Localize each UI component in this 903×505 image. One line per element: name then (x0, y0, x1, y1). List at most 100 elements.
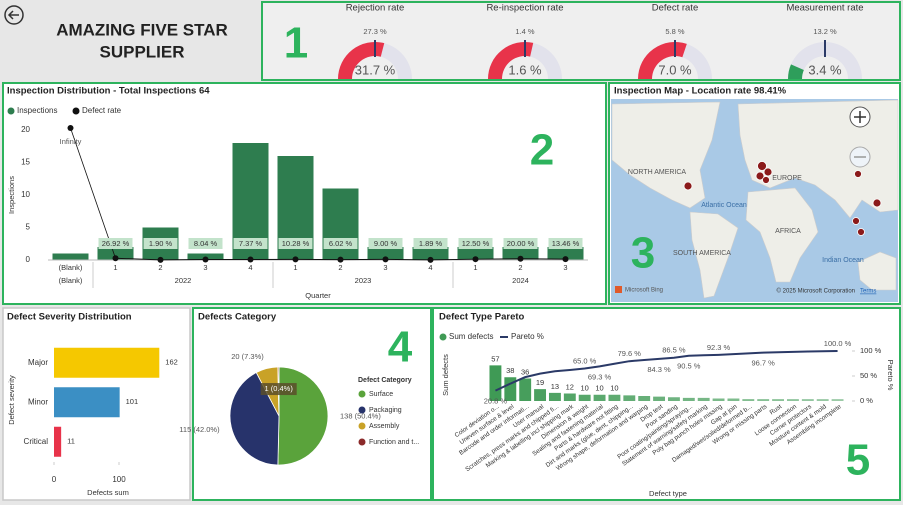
back-arrow (7, 10, 19, 20)
data-label-bg (323, 238, 358, 249)
gauge-fill (788, 64, 804, 79)
data-label: 1.90 % (149, 239, 173, 248)
x-axis-label: Quarter (305, 291, 331, 300)
gauge-fill (488, 42, 534, 79)
land (689, 211, 739, 299)
map-points (683, 161, 882, 236)
data-label: 96.7 % (752, 359, 776, 368)
bar (697, 397, 710, 401)
x-tick-label: 1 (293, 263, 297, 272)
data-label: 10 (581, 384, 589, 393)
data-label-bg (98, 238, 133, 249)
data-label: 20.00 % (507, 239, 535, 248)
section-number: 5 (846, 436, 870, 485)
legend-marker (358, 406, 366, 414)
back-button[interactable] (4, 5, 24, 25)
chart-title: Defect Type Pareto (439, 312, 525, 323)
x-tick-label: 2 (338, 263, 342, 272)
data-label: 1.89 % (419, 239, 443, 248)
map-point[interactable] (762, 176, 770, 184)
data-label: 9.00 % (374, 239, 398, 248)
map-point[interactable] (872, 198, 882, 208)
line-point (67, 125, 74, 131)
data-label: 57 (491, 354, 499, 363)
line-point (202, 256, 209, 263)
map-label: NORTH AMERICA (628, 169, 687, 176)
map-point[interactable] (757, 161, 767, 171)
legend-label: Pareto % (511, 332, 544, 341)
x-tick-label: 2 (518, 263, 522, 272)
map-label: AFRICA (775, 228, 801, 235)
legend-label: Sum defects (449, 332, 493, 341)
legend-label: Function and t... (369, 439, 419, 446)
data-label-bg (548, 238, 583, 249)
data-label: 84.3 % (647, 365, 671, 374)
map-terms[interactable]: Terms (860, 289, 876, 295)
bar (322, 188, 359, 260)
header-title: AMAZING FIVE STAR (56, 20, 228, 39)
section-number: 4 (388, 323, 413, 372)
bar (623, 395, 636, 401)
map-point[interactable] (763, 167, 773, 177)
bar (54, 387, 120, 418)
data-label: 101 (126, 397, 139, 406)
legend-label: Assembly (369, 423, 400, 430)
data-label-bg (503, 238, 538, 249)
x-tick-label: 3 (203, 263, 207, 272)
land (857, 251, 897, 291)
x-group-label: 2022 (175, 276, 192, 285)
bar (457, 247, 494, 260)
line-point (292, 256, 299, 263)
data-label-bg (368, 238, 403, 249)
gauge-target-label: 13.2 % (813, 27, 837, 36)
bar (519, 378, 532, 401)
line-point (472, 256, 479, 263)
data-label: 138 (50.4%) (340, 412, 381, 421)
data-label-bg (458, 238, 493, 249)
gauge-value: 3.4 % (808, 62, 842, 77)
map-point[interactable] (683, 181, 693, 191)
data-label: 10 (595, 384, 603, 393)
bar (682, 397, 695, 401)
gauge-title: Re-inspection rate (486, 3, 563, 14)
y-tick-label: 5 (26, 223, 31, 232)
y-tick-label: Major (28, 358, 48, 367)
pie-slice (277, 366, 280, 417)
data-label: 115 (42.0%) (179, 425, 220, 434)
section-number: 1 (284, 19, 308, 68)
data-label: 86.5 % (662, 346, 686, 355)
legend-marker (358, 390, 366, 398)
y-axis-label: Defect severity (7, 375, 16, 425)
data-label: 13.46 % (552, 239, 580, 248)
line-connector (70, 127, 116, 259)
gauge-target-label: 5.8 % (665, 27, 685, 36)
bar (801, 399, 814, 401)
map-point[interactable] (854, 170, 862, 178)
bar (772, 399, 785, 401)
map-brand: Microsoft Bing (625, 288, 663, 294)
data-label: 1 (0.4%) (265, 384, 294, 393)
bar (489, 365, 502, 401)
line-point (427, 256, 434, 263)
x-tick-label: 2 (158, 263, 162, 272)
land (745, 187, 819, 283)
map-point[interactable] (755, 171, 765, 181)
data-label: 10.28 % (282, 239, 310, 248)
section-number: 2 (530, 126, 554, 175)
map-point[interactable] (857, 228, 865, 236)
data-label: 12.50 % (462, 239, 490, 248)
bar (712, 398, 725, 401)
gauge-track (788, 42, 862, 79)
bar (608, 394, 621, 401)
line-point (157, 256, 164, 263)
bar (97, 247, 134, 260)
map-point[interactable] (852, 217, 860, 225)
bar (534, 389, 547, 401)
data-label: 7.37 % (239, 239, 263, 248)
gauge-target-label: 27.3 % (363, 27, 387, 36)
data-label: 12 (566, 382, 574, 391)
data-label: 19 (536, 378, 544, 387)
data-label: 65.0 % (573, 356, 597, 365)
zoom-in-icon (854, 111, 866, 123)
